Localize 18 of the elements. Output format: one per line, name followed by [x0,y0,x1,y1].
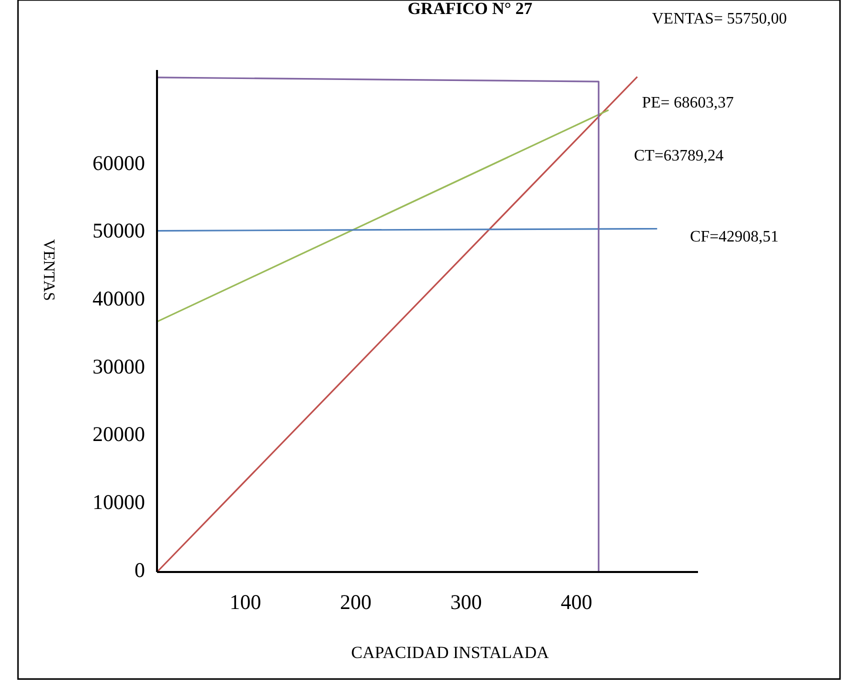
y-axis-title: VENTAS [40,239,57,301]
y-tick-label: 50000 [92,218,145,243]
text: VENTAS= 55750,00 [652,10,787,28]
y-tick-label: 10000 [92,490,145,514]
y-tick-label: 0 [134,558,145,582]
x-tick-label: 200 [340,590,372,614]
y-tick-label: 60000 [92,150,145,175]
y-tick-label: 40000 [92,286,145,310]
x-axis-title: CAPACIDAD INSTALADA [351,643,550,662]
x-tick-label: 100 [230,590,262,614]
y-tick-label: 20000 [92,422,145,446]
annotation: CF=42908,51 [690,228,779,246]
x-tick-label: 400 [560,590,592,614]
chart-title: GRAFICO N° 27 [408,0,533,18]
annotation: CT=63789,24 [634,148,724,165]
y-tick-label: 30000 [92,354,145,378]
annotation: PE= 68603,37 [642,94,734,112]
x-tick-label: 300 [450,590,482,614]
